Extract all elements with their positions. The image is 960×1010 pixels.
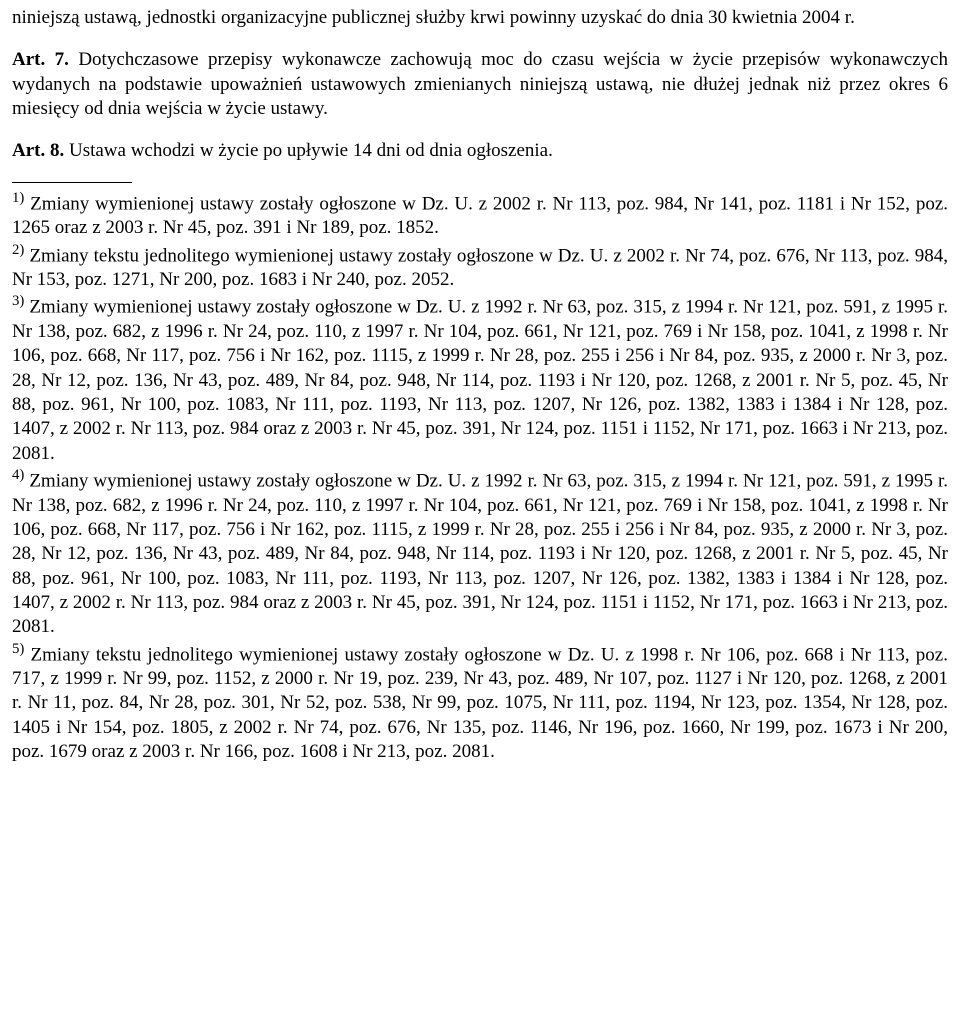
footnote-3: 3) Zmiany wymienionej ustawy zostały ogł… [12, 292, 948, 466]
footnote-4-text: Zmiany wymienionej ustawy zostały ogłosz… [12, 470, 948, 637]
footnote-3-text: Zmiany wymienionej ustawy zostały ogłosz… [12, 297, 948, 464]
footnote-1: 1) Zmiany wymienionej ustawy zostały ogł… [12, 189, 948, 241]
footnotes-block: 1) Zmiany wymienionej ustawy zostały ogł… [12, 189, 948, 765]
footnote-5-marker: 5) [12, 641, 24, 657]
article-8: Art. 8. Ustawa wchodzi w życie po upływi… [12, 139, 948, 163]
footnote-5-text: Zmiany tekstu jednolitego wymienionej us… [12, 644, 948, 762]
paragraph-continuation: niniejszą ustawą, jednostki organizacyjn… [12, 6, 948, 30]
footnote-2-text: Zmiany tekstu jednolitego wymienionej us… [12, 245, 948, 290]
footnote-4-marker: 4) [12, 467, 24, 483]
footnote-2-marker: 2) [12, 242, 24, 258]
footnote-1-text: Zmiany wymienionej ustawy zostały ogłosz… [12, 193, 948, 238]
article-7: Art. 7. Dotychczasowe przepisy wykonawcz… [12, 48, 948, 121]
article-8-label: Art. 8. [12, 140, 64, 161]
article-8-text: Ustawa wchodzi w życie po upływie 14 dni… [64, 140, 553, 161]
footnote-4: 4) Zmiany wymienionej ustawy zostały ogł… [12, 466, 948, 640]
footnote-2: 2) Zmiany tekstu jednolitego wymienionej… [12, 241, 948, 293]
footnotes-separator [12, 182, 132, 183]
article-7-text: Dotychczasowe przepisy wykonawcze zachow… [12, 49, 948, 119]
document-page: niniejszą ustawą, jednostki organizacyjn… [0, 0, 960, 784]
article-7-label: Art. 7. [12, 49, 69, 70]
footnote-5: 5) Zmiany tekstu jednolitego wymienionej… [12, 640, 948, 765]
footnote-3-marker: 3) [12, 293, 24, 309]
footnote-1-marker: 1) [12, 190, 24, 206]
